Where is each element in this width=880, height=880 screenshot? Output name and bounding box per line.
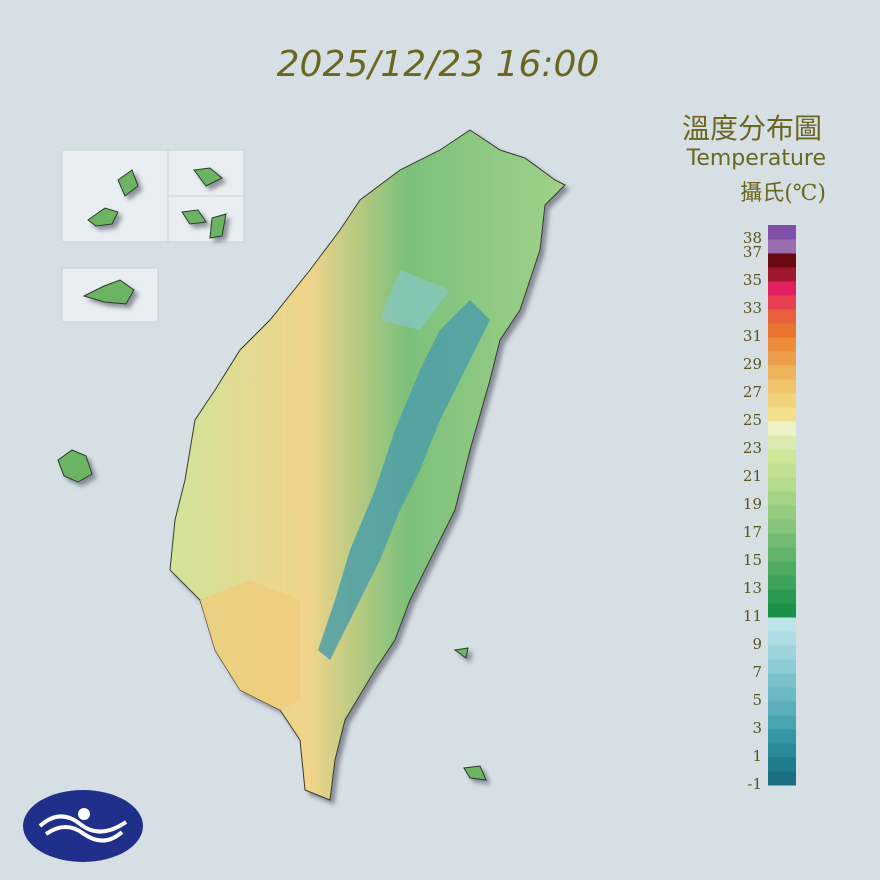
legend-tick-label: 19 xyxy=(743,495,762,513)
legend-band xyxy=(768,239,796,254)
legend-band xyxy=(768,757,796,772)
islands xyxy=(57,167,487,781)
legend-title: 溫度分布圖 xyxy=(682,112,822,145)
legend-tick-label: 37 xyxy=(743,243,762,261)
legend-tick-label: 31 xyxy=(743,327,762,345)
legend-tick-label: 35 xyxy=(743,271,762,289)
legend-band xyxy=(768,267,796,282)
legend-band xyxy=(768,491,796,506)
legend-band xyxy=(768,561,796,576)
legend-tick-label: 33 xyxy=(743,299,762,317)
legend-band xyxy=(768,589,796,604)
legend-band xyxy=(768,463,796,478)
legend-band xyxy=(768,519,796,534)
legend-band xyxy=(768,337,796,352)
legend-band xyxy=(768,295,796,310)
legend-tick-label: 27 xyxy=(743,383,762,401)
legend-band xyxy=(768,407,796,422)
legend-tick-label: 1 xyxy=(752,747,762,765)
mountain-zone xyxy=(380,270,450,330)
legend-band xyxy=(768,701,796,716)
legend-tick-label: 11 xyxy=(743,607,762,625)
legend-band xyxy=(768,505,796,520)
legend-band xyxy=(768,421,796,436)
legend-band xyxy=(768,673,796,688)
legend-band xyxy=(768,687,796,702)
legend-band xyxy=(768,365,796,380)
legend-tick-label: 38 xyxy=(743,229,762,247)
legend-tick-label: 7 xyxy=(752,663,762,681)
legend-band xyxy=(768,617,796,632)
legend-band xyxy=(768,645,796,660)
legend-band xyxy=(768,575,796,590)
legend-band xyxy=(768,323,796,338)
legend-band xyxy=(768,771,796,786)
legend-tick-label: 3 xyxy=(752,719,762,737)
legend-band xyxy=(768,449,796,464)
legend-band xyxy=(768,533,796,548)
legend-tick-label: 21 xyxy=(743,467,762,485)
legend-tick-label: 13 xyxy=(743,579,762,597)
legend-band xyxy=(768,477,796,492)
legend-band xyxy=(768,281,796,296)
legend-band xyxy=(768,435,796,450)
legend-band xyxy=(768,659,796,674)
legend-band xyxy=(768,309,796,324)
timestamp: 2025/12/23 16:00 xyxy=(277,44,600,85)
legend-unit: 攝氏(℃) xyxy=(740,181,826,206)
legend-tick-label: 29 xyxy=(743,355,762,373)
legend-tick-label: -1 xyxy=(747,775,762,793)
legend-band xyxy=(768,253,796,268)
legend-subtitle: Temperature xyxy=(686,146,826,171)
legend-band xyxy=(768,379,796,394)
mountain-zone xyxy=(318,300,490,660)
legend-band xyxy=(768,225,796,240)
legend-band xyxy=(768,547,796,562)
legend-band xyxy=(768,351,796,366)
legend-band xyxy=(768,393,796,408)
legend-tick-label: 17 xyxy=(743,523,762,541)
legend-tick-label: 5 xyxy=(752,691,762,709)
legend-band xyxy=(768,729,796,744)
legend-tick-label: 9 xyxy=(752,635,762,653)
plain-zone xyxy=(200,580,300,710)
legend-band xyxy=(768,631,796,646)
legend-tick-label: 15 xyxy=(743,551,762,569)
legend-band xyxy=(768,743,796,758)
logo-dot xyxy=(78,808,90,820)
legend-tick-label: 25 xyxy=(743,411,762,429)
legend-band xyxy=(768,715,796,730)
legend-tick-label: 23 xyxy=(743,439,762,457)
logo-swirl xyxy=(38,814,128,843)
legend-band xyxy=(768,603,796,618)
